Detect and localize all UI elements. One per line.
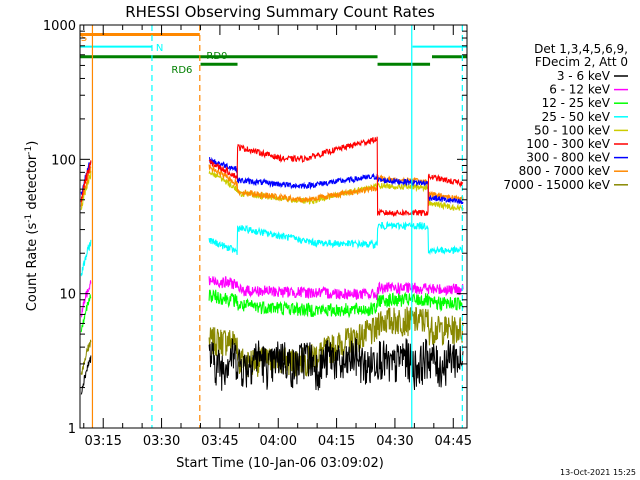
legend-header-line-1: Det 1,3,4,5,6,9, — [534, 42, 628, 56]
legend-label: 300 - 800 keV — [526, 151, 610, 165]
series-line — [208, 289, 464, 319]
series-line — [208, 170, 464, 212]
series-layer — [80, 136, 464, 395]
legend-label: 6 - 12 keV — [549, 83, 611, 97]
series-line-early — [80, 355, 92, 395]
rd6-flag-label: RD6 — [171, 65, 192, 76]
series-line — [208, 276, 464, 301]
y-axis-label: Count Rate (s-1 detector-1) — [24, 141, 40, 312]
x-tick-label: 03:45 — [201, 434, 238, 449]
y-tick-label: 10 — [59, 288, 76, 303]
series-line-early — [80, 294, 92, 333]
footer-date: 13-Oct-2021 15:25 — [560, 468, 636, 477]
legend: Det 1,3,4,5,6,9, FDecim 2, Att 0 3 - 6 k… — [503, 42, 628, 192]
legend-label: 12 - 25 keV — [542, 96, 611, 110]
series-line — [208, 220, 464, 256]
night-flag-label: N — [156, 43, 163, 54]
plot-frame — [79, 24, 468, 429]
y-tick-label: 100 — [51, 153, 76, 168]
x-axis-label: Start Time (10-Jan-06 03:09:02) — [176, 456, 384, 471]
series-line-early — [80, 160, 92, 203]
series-line-early — [80, 339, 92, 375]
boundary-lines — [91, 25, 463, 428]
legend-label: 25 - 50 keV — [542, 110, 611, 124]
legend-label: 50 - 100 keV — [534, 123, 611, 137]
x-tick-label: 04:00 — [260, 434, 297, 449]
x-tick-label: 04:45 — [435, 434, 472, 449]
x-tick-label: 03:15 — [84, 434, 121, 449]
legend-label: 3 - 6 keV — [557, 69, 611, 83]
y-tick-label: 1000 — [43, 19, 76, 34]
legend-label: 100 - 300 keV — [526, 137, 610, 151]
legend-label: 7000 - 15000 keV — [503, 178, 610, 192]
y-tick-label: 1 — [68, 422, 76, 437]
legend-label: 800 - 7000 keV — [519, 164, 611, 178]
series-line — [208, 156, 464, 205]
axes-layer: 1 10 100 1000 03:15 03:30 03:45 04:00 04:15 04:30… — [43, 19, 472, 449]
flag-layer: SNRD0RD6 — [80, 32, 467, 76]
x-tick-label: 04:15 — [318, 434, 355, 449]
series-line — [208, 337, 464, 391]
series-line — [208, 136, 464, 218]
x-tick-label: 03:30 — [143, 434, 180, 449]
x-tick-label: 04:30 — [376, 434, 413, 449]
series-line-early — [80, 239, 92, 277]
chart-title: RHESSI Observing Summary Count Rates — [125, 3, 435, 21]
legend-header-line-2: FDecim 2, Att 0 — [535, 55, 628, 69]
rd0-flag-label: RD0 — [206, 51, 227, 62]
